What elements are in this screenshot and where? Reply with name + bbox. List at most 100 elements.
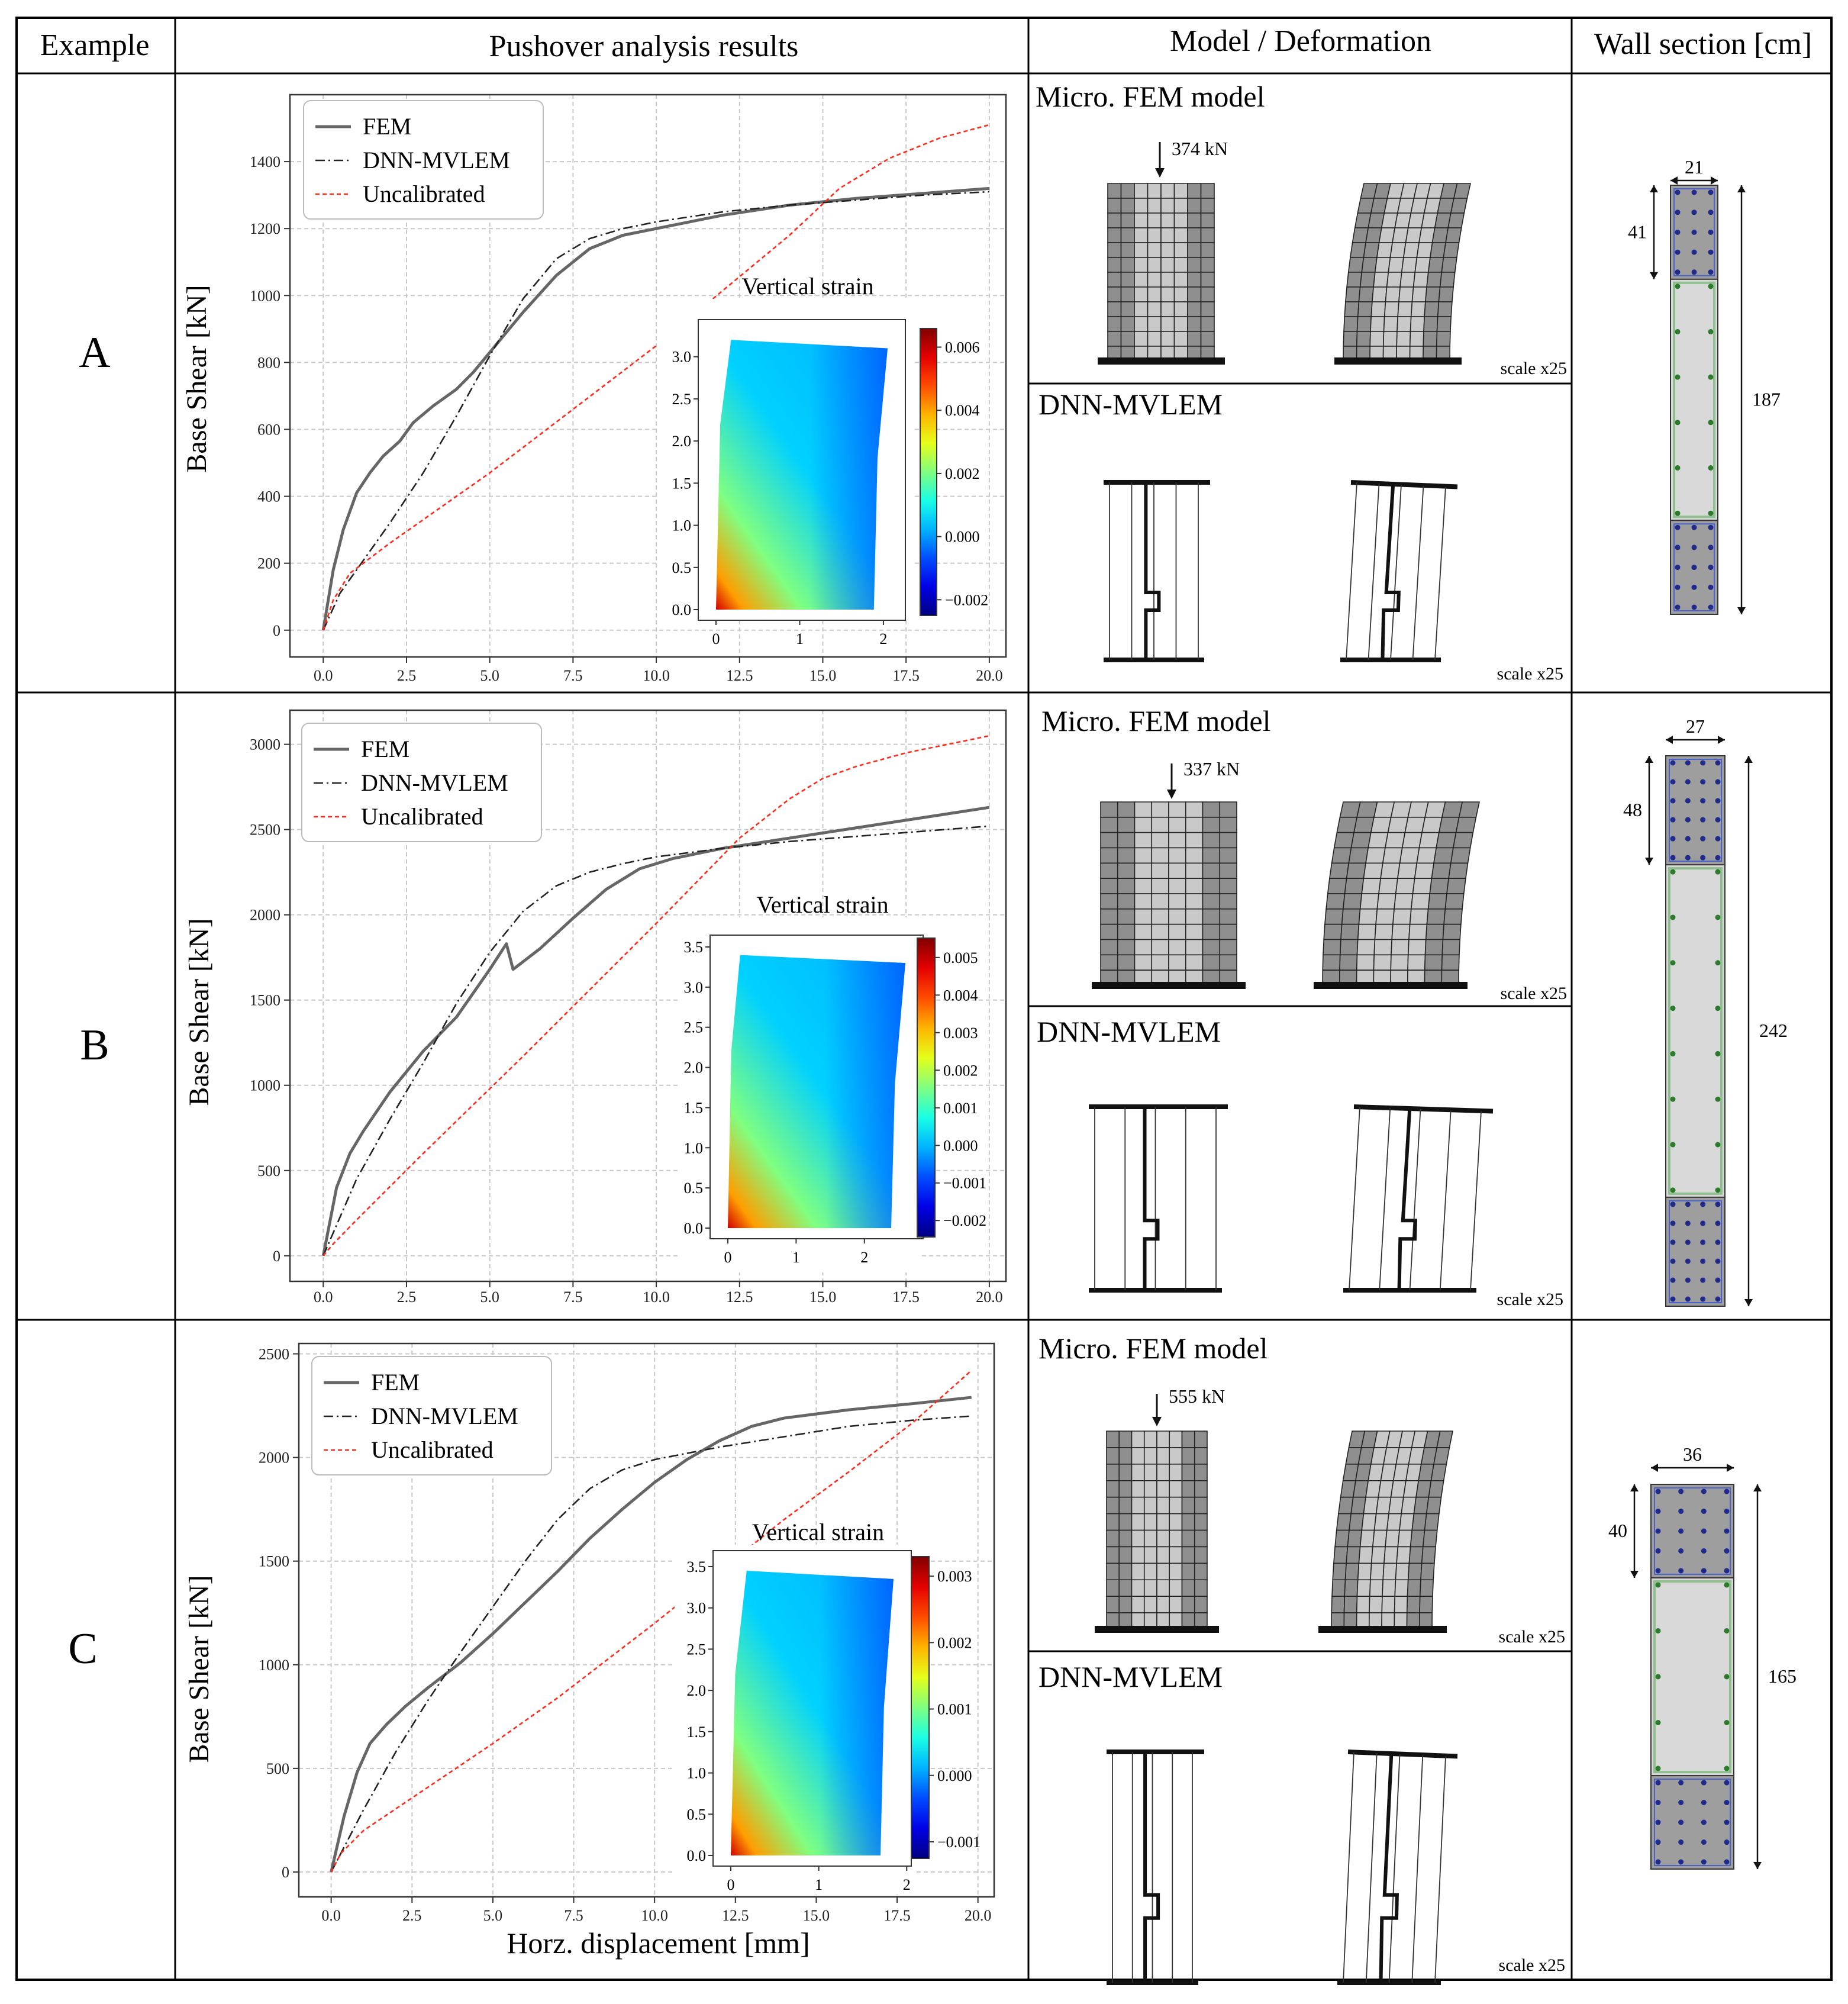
mesh-element bbox=[1181, 1430, 1195, 1448]
boundary-rebar bbox=[1678, 1780, 1684, 1786]
mesh-element bbox=[1442, 923, 1462, 940]
mesh-element bbox=[1327, 878, 1347, 894]
pushover-chart: 0.0 2.5 5.0 7.5 10.0 12.5 15.0 17.5 20.002004006… bbox=[181, 94, 1007, 684]
mesh-element bbox=[1185, 908, 1204, 925]
boundary-rebar bbox=[1700, 1258, 1706, 1264]
mesh-element bbox=[1357, 1562, 1372, 1581]
mesh-element bbox=[1134, 316, 1149, 332]
mesh-element bbox=[1431, 862, 1452, 879]
mesh-element bbox=[1173, 257, 1188, 273]
mesh-element bbox=[1368, 832, 1389, 849]
mesh-element bbox=[1416, 847, 1437, 864]
mesh-element bbox=[1382, 1579, 1397, 1597]
mesh-element bbox=[1151, 878, 1169, 894]
mesh-element bbox=[1194, 1546, 1208, 1564]
mesh-element bbox=[1424, 939, 1444, 956]
inset-y-tick-label: 2.0 bbox=[687, 1682, 707, 1699]
web-stirrup bbox=[1668, 867, 1723, 1195]
mesh-element bbox=[1219, 817, 1237, 833]
web-rebar bbox=[1655, 1582, 1661, 1588]
arrowhead-icon bbox=[1744, 756, 1753, 763]
mvlem-shear-spring bbox=[1379, 1751, 1399, 1983]
mesh-element bbox=[1194, 1447, 1208, 1465]
mesh-element bbox=[1168, 817, 1186, 833]
mesh-element bbox=[1134, 198, 1149, 214]
mesh-element bbox=[1202, 801, 1221, 818]
mesh-element bbox=[1380, 862, 1401, 879]
boundary-rebar bbox=[1724, 1839, 1730, 1845]
mesh-element bbox=[1359, 1529, 1375, 1548]
mesh-element bbox=[1143, 1496, 1157, 1515]
mesh-element bbox=[1118, 1480, 1133, 1498]
boundary-rebar bbox=[1700, 836, 1706, 842]
mesh-element bbox=[1202, 832, 1221, 849]
mvlem-deformed bbox=[1337, 1750, 1458, 1985]
boundary-rebar bbox=[1700, 798, 1706, 804]
x-tick-label: 0.0 bbox=[314, 1288, 333, 1306]
series-line-uncalibrated bbox=[330, 1370, 972, 1873]
web-rebar bbox=[1670, 960, 1676, 966]
boundary-rebar bbox=[1655, 1800, 1661, 1806]
boundary-rebar bbox=[1670, 798, 1676, 804]
section-width-label: 21 bbox=[1685, 156, 1704, 178]
mesh-element bbox=[1409, 331, 1424, 347]
colorbar bbox=[917, 937, 936, 1238]
web-rebar bbox=[1708, 374, 1714, 380]
mesh-element bbox=[1106, 1513, 1120, 1531]
inset-x-tick-label: 2 bbox=[879, 630, 887, 647]
y-tick-label: 1200 bbox=[250, 220, 280, 237]
mesh-element bbox=[1156, 1496, 1170, 1515]
boundary-rebar bbox=[1678, 1859, 1684, 1865]
mesh-element bbox=[1202, 908, 1221, 925]
mesh-element bbox=[1151, 893, 1169, 910]
x-tick-label: 10.0 bbox=[643, 1288, 670, 1306]
mesh-element bbox=[1453, 183, 1471, 199]
mvlem-shear-spring bbox=[1381, 482, 1401, 661]
legend-label: DNN-MVLEM bbox=[361, 769, 508, 796]
header-pushover: Pushover analysis results bbox=[489, 30, 799, 63]
boundary-rebar bbox=[1715, 836, 1721, 842]
mesh-element bbox=[1181, 1562, 1195, 1581]
web-rebar bbox=[1675, 465, 1681, 471]
fem-mesh-deformed bbox=[1331, 1430, 1453, 1630]
mesh-element bbox=[1143, 1562, 1157, 1581]
mesh-element bbox=[1187, 183, 1202, 199]
x-tick-label: 7.5 bbox=[563, 667, 583, 684]
boundary-rebar bbox=[1715, 798, 1721, 804]
y-axis-label: Base Shear [kN] bbox=[183, 1575, 215, 1763]
row-a: A0.0 2.5 5.0 7.5 10.0 12.5 15.0 17.5 20.00200400… bbox=[79, 80, 1781, 684]
x-tick-label: 12.5 bbox=[726, 1288, 753, 1306]
mesh-element bbox=[1173, 272, 1188, 288]
mesh-element bbox=[1452, 832, 1474, 849]
mesh-element bbox=[1407, 1579, 1421, 1597]
web-rebar bbox=[1670, 1142, 1676, 1148]
mesh-element bbox=[1134, 257, 1149, 273]
mesh-element bbox=[1386, 1513, 1402, 1531]
wall-section: 27 48 242 bbox=[1623, 716, 1788, 1307]
mesh-element bbox=[1134, 183, 1149, 199]
mesh-element bbox=[1169, 1513, 1183, 1531]
mesh-element bbox=[1200, 257, 1215, 273]
mesh-element bbox=[1107, 227, 1122, 243]
mesh-element bbox=[1160, 301, 1175, 317]
web-rebar bbox=[1708, 510, 1714, 516]
web-rebar bbox=[1715, 914, 1721, 920]
inset-y-tick-label: 0.0 bbox=[672, 601, 692, 618]
mesh-element bbox=[1187, 212, 1202, 228]
mesh-element bbox=[1346, 1546, 1361, 1564]
mesh-element bbox=[1169, 1596, 1183, 1613]
fem-model-title: Micro. FEM model bbox=[1039, 1332, 1268, 1365]
mesh-element bbox=[1181, 1496, 1195, 1515]
mesh-element bbox=[1106, 1430, 1120, 1448]
mesh-element bbox=[1428, 1480, 1444, 1498]
series-line-uncalibrated bbox=[322, 734, 990, 1256]
mesh-element bbox=[1445, 227, 1462, 243]
series-line-dnn-mvlem bbox=[322, 825, 989, 1256]
mesh-element bbox=[1181, 1480, 1195, 1498]
mesh-element bbox=[1160, 212, 1175, 228]
fem-scale-label: scale x25 bbox=[1499, 1627, 1565, 1647]
x-tick-label: 7.5 bbox=[563, 1288, 583, 1306]
mesh-element bbox=[1117, 954, 1136, 971]
y-tick-label: 0 bbox=[282, 1864, 289, 1881]
mesh-element bbox=[1107, 301, 1122, 317]
